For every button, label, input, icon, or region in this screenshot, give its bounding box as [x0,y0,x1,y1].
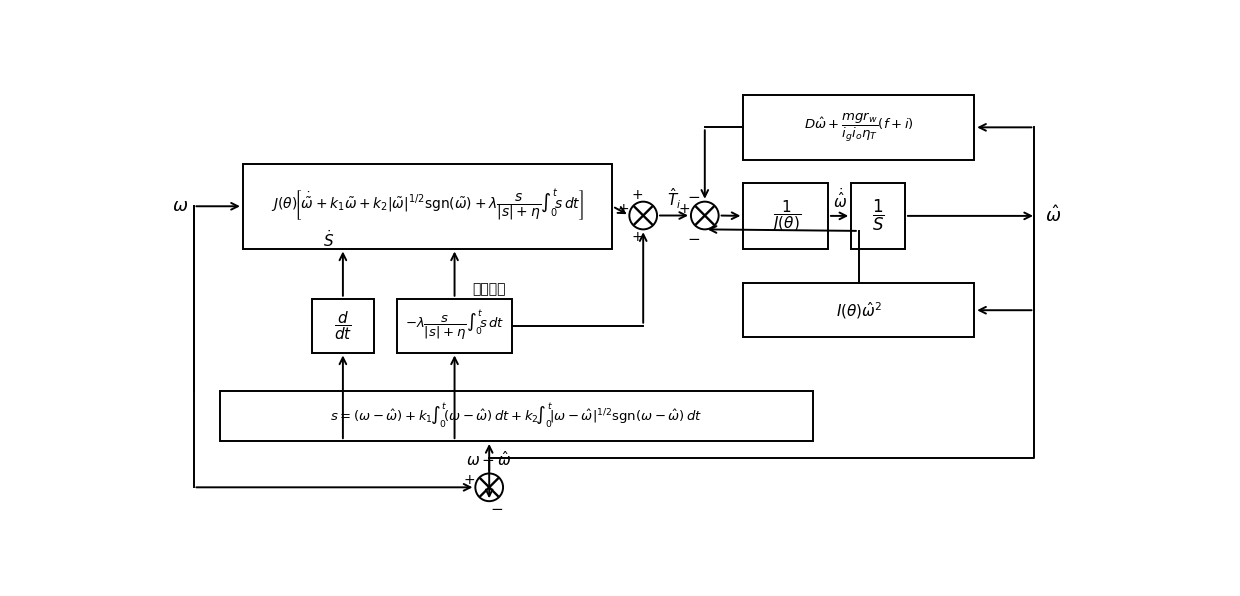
Text: $s=(\omega-\hat{\omega})+k_1\!\int_0^t\!(\omega-\hat{\omega})\,dt+k_2\!\int_0^t\: $s=(\omega-\hat{\omega})+k_1\!\int_0^t\!… [330,402,702,430]
Text: $-$: $-$ [687,229,701,244]
FancyBboxPatch shape [397,299,512,353]
FancyBboxPatch shape [743,95,975,160]
Text: $D\hat{\omega}+\dfrac{mgr_w}{i_g i_o \eta_T}(f+i)$: $D\hat{\omega}+\dfrac{mgr_w}{i_g i_o \et… [804,111,914,144]
Text: $-$: $-$ [687,188,701,203]
Text: $\omega$: $\omega$ [171,197,187,215]
Text: $\dot{\hat{\omega}}$: $\dot{\hat{\omega}}$ [832,187,847,211]
Text: +: + [680,203,691,216]
Text: $\dfrac{1}{J(\theta)}$: $\dfrac{1}{J(\theta)}$ [770,198,801,234]
Text: $J(\theta)\!\left[\dot{\tilde{\omega}}+k_1\tilde{\omega}+k_2|\tilde{\omega}|^{1/: $J(\theta)\!\left[\dot{\tilde{\omega}}+k… [272,188,584,224]
Text: $\omega-\hat{\omega}$: $\omega-\hat{\omega}$ [466,450,512,469]
Text: $\hat{\omega}$: $\hat{\omega}$ [1044,206,1061,226]
Text: $I(\theta)\hat{\omega}^2$: $I(\theta)\hat{\omega}^2$ [836,300,882,321]
Text: $-$: $-$ [490,500,503,515]
FancyBboxPatch shape [743,283,975,337]
Text: $\hat{T}_i$: $\hat{T}_i$ [667,187,681,211]
Text: $\dot{S}$: $\dot{S}$ [324,229,335,250]
FancyBboxPatch shape [312,299,373,353]
FancyBboxPatch shape [743,183,828,249]
Text: +: + [618,203,629,216]
Text: 注射信号: 注射信号 [472,283,506,296]
Text: +: + [464,473,475,486]
FancyBboxPatch shape [851,183,905,249]
Text: $\dfrac{1}{S}$: $\dfrac{1}{S}$ [872,198,884,234]
FancyBboxPatch shape [243,164,613,249]
Text: +: + [631,230,642,244]
Text: $\dfrac{d}{dt}$: $\dfrac{d}{dt}$ [334,309,352,342]
Text: $-\lambda\dfrac{s}{|s|+\eta}\int_0^t\!s\,dt$: $-\lambda\dfrac{s}{|s|+\eta}\int_0^t\!s\… [404,309,505,342]
Text: +: + [631,188,642,203]
FancyBboxPatch shape [219,391,812,441]
